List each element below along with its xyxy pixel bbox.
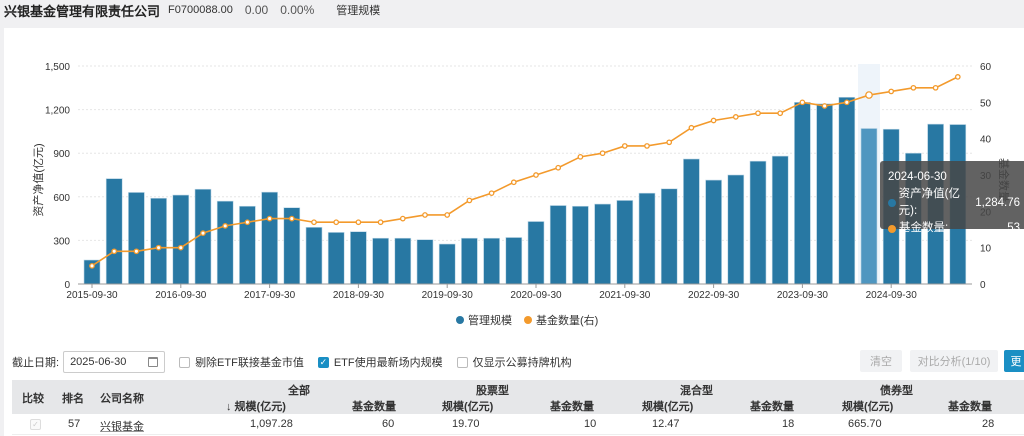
svg-text:2017-09-30: 2017-09-30: [244, 290, 296, 301]
svg-text:2015-09-30: 2015-09-30: [66, 290, 118, 301]
legend-label: 基金数量(右): [536, 315, 599, 327]
svg-text:2016-09-30: 2016-09-30: [155, 290, 207, 301]
change-percent: 0.00%: [280, 3, 315, 17]
tooltip-label: 资产净值(亿元):: [898, 188, 961, 217]
svg-text:2019-09-30: 2019-09-30: [422, 290, 474, 301]
tooltip-row-fund-count: 基金数量: 53: [888, 220, 1020, 237]
etf-latest-scale-checkbox[interactable]: ✓ ETF使用最新场内规模: [317, 354, 443, 370]
company-name: 兴银基金管理有限责任公司: [4, 3, 161, 19]
tooltip-value: 1,284.76: [975, 196, 1020, 209]
svg-text:2024-09-30: 2024-09-30: [866, 290, 918, 301]
date-picker[interactable]: 2025-06-30: [63, 351, 166, 373]
checkbox-unchecked-icon[interactable]: [179, 356, 191, 368]
group-stock: 股票型: [476, 385, 509, 397]
fund-code: F0700088.00: [168, 4, 233, 16]
chart-tooltip: 2024-06-30 资产净值(亿元): 1,284.76 基金数量: 53: [880, 161, 1024, 234]
group-all: 全部: [288, 385, 310, 397]
table-header: 比较 排名 公司名称 全部 ↓ 规模(亿元) 基金数量 股票型 规模(亿元) 基…: [12, 380, 1024, 414]
cell-all-count: 60: [382, 418, 395, 430]
col-mixed-scale[interactable]: 规模(亿元): [642, 401, 694, 413]
tooltip-date: 2024-06-30: [888, 171, 947, 183]
group-mixed: 混合型: [680, 385, 713, 397]
tab-management-scale[interactable]: 管理规模: [336, 5, 381, 17]
svg-text:2022-09-30: 2022-09-30: [688, 290, 740, 301]
checkbox-label: ETF使用最新场内规模: [333, 357, 443, 369]
cell-rank: 57: [68, 418, 81, 430]
svg-text:10: 10: [980, 244, 992, 255]
tooltip-row-net-asset: 资产净值(亿元): 1,284.76: [888, 186, 1020, 220]
svg-text:0: 0: [64, 280, 70, 291]
col-company[interactable]: 公司名称: [100, 393, 144, 405]
date-label: 截止日期:: [12, 357, 60, 369]
cell-bond-count: 28: [982, 418, 995, 430]
date-value: 2025-06-30: [70, 356, 127, 368]
legend-dot-icon: [524, 316, 532, 324]
bar-series-dot-icon: [888, 199, 896, 207]
compare-checkbox[interactable]: ✓: [30, 419, 41, 430]
more-button[interactable]: 更: [1004, 350, 1024, 372]
chart-canvas[interactable]: 03006009001,2001,5000102030405060资产净值(亿元…: [4, 28, 1024, 328]
col-stock-scale[interactable]: 规模(亿元): [442, 401, 494, 413]
svg-text:0: 0: [980, 280, 986, 291]
svg-text:60: 60: [980, 62, 992, 73]
chart-legend: 管理规模 基金数量(右): [456, 312, 598, 328]
col-all-scale-sorted[interactable]: ↓ 规模(亿元): [226, 401, 286, 413]
scale-chart[interactable]: 03006009001,2001,5000102030405060资产净值(亿元…: [4, 28, 1024, 328]
checkbox-checked-icon[interactable]: ✓: [317, 356, 329, 368]
change-value: 0.00: [244, 3, 269, 17]
svg-text:2021-09-30: 2021-09-30: [599, 290, 651, 301]
tooltip-value: 53: [1007, 222, 1020, 234]
cell-stock-count: 10: [584, 418, 597, 430]
checkbox-label: 剔除ETF联接基金市值: [195, 357, 304, 369]
svg-text:600: 600: [53, 193, 70, 204]
col-bond-scale[interactable]: 规模(亿元): [842, 401, 894, 413]
licensed-only-checkbox[interactable]: 仅显示公募持牌机构: [456, 354, 572, 370]
legend-label: 管理规模: [468, 315, 512, 327]
cell-mixed-scale: 12.47: [652, 418, 680, 430]
checkbox-unchecked-icon[interactable]: [456, 356, 468, 368]
svg-text:1,500: 1,500: [45, 62, 70, 73]
cell-stock-scale: 19.70: [452, 418, 480, 430]
col-rank: 排名: [62, 393, 84, 405]
company-link[interactable]: 兴银基金: [100, 421, 144, 433]
svg-text:50: 50: [980, 98, 992, 109]
col-stock-count[interactable]: 基金数量: [550, 401, 594, 413]
exclude-etf-link-checkbox[interactable]: 剔除ETF联接基金市值: [179, 354, 304, 370]
svg-text:1,200: 1,200: [45, 106, 70, 117]
company-table: 比较 排名 公司名称 全部 ↓ 规模(亿元) 基金数量 股票型 规模(亿元) 基…: [12, 380, 1024, 435]
svg-text:300: 300: [53, 236, 70, 247]
group-bond: 债券型: [880, 385, 913, 397]
compare-button[interactable]: 对比分析(1/10): [910, 350, 998, 372]
header-bar: 兴银基金管理有限责任公司 F0700088.00 0.00 0.00% 管理规模: [0, 0, 1024, 20]
svg-text:2020-09-30: 2020-09-30: [510, 290, 562, 301]
col-bond-count[interactable]: 基金数量: [948, 401, 992, 413]
legend-dot-icon: [456, 316, 464, 324]
main-panel: 03006009001,2001,5000102030405060资产净值(亿元…: [4, 28, 1024, 436]
col-mixed-count[interactable]: 基金数量: [750, 401, 794, 413]
svg-text:40: 40: [980, 135, 992, 146]
cell-all-scale: 1,097.28: [250, 418, 293, 430]
svg-text:2018-09-30: 2018-09-30: [333, 290, 385, 301]
col-compare: 比较: [22, 393, 44, 405]
checkbox-label: 仅显示公募持牌机构: [472, 357, 572, 369]
calendar-icon[interactable]: [148, 357, 159, 367]
line-series-dot-icon: [888, 224, 896, 233]
cell-bond-scale: 665.70: [848, 418, 882, 430]
svg-text:2023-09-30: 2023-09-30: [777, 290, 829, 301]
cell-mixed-count: 18: [782, 418, 795, 430]
table-row[interactable]: ✓ 57 兴银基金 1,097.28 60 19.70 10 12.47 18 …: [12, 414, 1024, 435]
legend-item-fund-count[interactable]: 基金数量(右): [524, 312, 598, 328]
filter-bar: 截止日期: 2025-06-30 剔除ETF联接基金市值 ✓ ETF使用最新场内…: [4, 346, 1024, 378]
svg-text:资产净值(亿元): 资产净值(亿元): [31, 143, 45, 216]
svg-text:900: 900: [53, 149, 70, 160]
clear-button[interactable]: 清空: [860, 350, 902, 372]
legend-item-scale[interactable]: 管理规模: [456, 312, 512, 328]
col-all-count[interactable]: 基金数量: [352, 401, 396, 413]
tooltip-label: 基金数量:: [899, 222, 949, 234]
